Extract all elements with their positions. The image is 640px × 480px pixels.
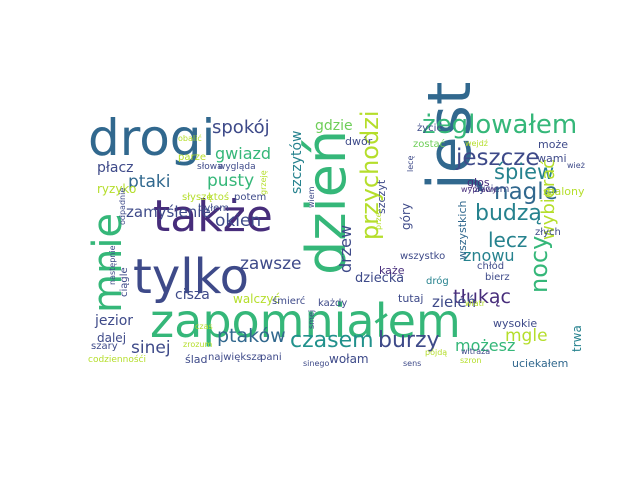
cloud-word: chłód xyxy=(477,261,505,272)
cloud-word: uciekałem xyxy=(512,357,569,370)
cloud-word: bierz xyxy=(485,272,510,283)
cloud-word: wołam xyxy=(329,352,369,366)
cloud-word: dalej xyxy=(97,331,127,345)
cloud-word: dróg xyxy=(426,276,449,287)
cloud-word: spokój xyxy=(212,117,270,138)
cloud-word: wysokie xyxy=(493,317,538,330)
cloud-word: nagle xyxy=(494,179,558,205)
cloud-word: możesz xyxy=(455,336,516,355)
cloud-word: złych xyxy=(535,227,561,238)
cloud-word: sens xyxy=(403,359,422,368)
cloud-word: góry xyxy=(399,203,413,230)
cloud-word: pójdą xyxy=(425,348,448,357)
cloud-word: gdzie xyxy=(315,118,353,134)
cloud-word: zostać xyxy=(413,139,446,150)
cloud-word: wież xyxy=(567,161,585,170)
cloud-word: wygląda xyxy=(218,162,256,172)
cloud-word: odpadnie xyxy=(118,187,127,225)
cloud-word: trwa xyxy=(570,325,584,352)
cloud-word: byłem xyxy=(198,203,230,214)
cloud-word: zawsze xyxy=(240,254,302,274)
cloud-word: szczytów xyxy=(289,130,305,194)
cloud-word: mgle xyxy=(505,326,548,346)
cloud-word: witraża xyxy=(461,347,491,356)
cloud-word: sinej xyxy=(131,338,171,358)
cloud-word: głos xyxy=(467,176,490,189)
cloud-word: zamyślenie xyxy=(126,203,211,221)
cloud-word: ryzyko xyxy=(97,182,137,196)
cloud-word: lecz xyxy=(488,228,528,252)
cloud-word: słowa xyxy=(197,162,223,172)
cloud-word: życiem xyxy=(474,184,510,195)
cloud-word: budzą xyxy=(475,201,542,226)
cloud-word: sinego xyxy=(303,359,330,368)
cloud-word: drzew xyxy=(336,224,355,273)
cloud-word: drogi xyxy=(88,109,216,167)
cloud-word: słyszę xyxy=(182,192,213,203)
cloud-word: potem xyxy=(234,192,267,203)
cloud-word: nocy xyxy=(525,235,553,293)
cloud-word: żeglowałem xyxy=(422,110,578,140)
cloud-word: ptaki xyxy=(128,172,171,192)
cloud-word: cisza xyxy=(175,287,210,303)
cloud-word: ciągle xyxy=(119,267,130,297)
cloud-word: pani xyxy=(260,352,282,363)
cloud-word: wszystko xyxy=(400,251,446,262)
cloud-word: wejdź xyxy=(465,139,488,148)
cloud-word: wiatr xyxy=(465,299,486,308)
cloud-word: ślad xyxy=(185,353,208,366)
cloud-word: zapomniałem xyxy=(150,294,461,348)
cloud-word: może xyxy=(538,138,568,151)
cloud-word: zieleń xyxy=(432,293,477,311)
cloud-word: śmierć xyxy=(272,296,306,307)
cloud-word: obalić xyxy=(178,134,202,143)
cloud-word: tłukąc xyxy=(453,286,511,308)
cloud-word: szalony xyxy=(543,185,585,198)
cloud-word: śpiew xyxy=(494,160,555,184)
cloud-word: tutaj xyxy=(398,292,424,305)
cloud-word: tylko xyxy=(133,249,250,305)
cloud-word: grzeję xyxy=(259,170,268,195)
cloud-word: jeszcze xyxy=(456,145,540,171)
cloud-word: największa xyxy=(208,352,263,363)
cloud-word: szron xyxy=(460,356,482,365)
cloud-word: ktoś xyxy=(208,192,230,203)
cloud-word: każdy xyxy=(318,298,348,309)
cloud-word: lecę xyxy=(406,155,415,172)
cloud-word: wiem xyxy=(307,186,316,208)
cloud-word: okien xyxy=(215,211,262,231)
cloud-word: zrozum xyxy=(183,340,213,349)
cloud-word: dziecka xyxy=(355,271,405,286)
cloud-word: parze xyxy=(178,152,206,163)
cloud-word: czasem xyxy=(290,328,374,353)
cloud-word: płacz xyxy=(97,160,134,176)
cloud-word: życie xyxy=(417,123,443,134)
cloud-word: jezior xyxy=(95,313,134,329)
cloud-word: wyprawy xyxy=(461,185,497,194)
cloud-word: dwór xyxy=(345,135,373,148)
cloud-word: także xyxy=(153,191,273,242)
cloud-word: gwiazd xyxy=(215,144,272,163)
cloud-word: szary xyxy=(91,341,118,352)
cloud-word: ptaków xyxy=(217,325,286,347)
cloud-word: walczyć xyxy=(233,292,281,306)
cloud-word: znowu xyxy=(463,246,515,265)
cloud-word: czas xyxy=(195,322,213,331)
cloud-word: przez xyxy=(374,208,383,230)
cloud-word: pusty xyxy=(207,171,255,191)
cloud-word: wszystkich xyxy=(456,200,469,260)
cloud-word: smej xyxy=(307,309,316,329)
cloud-word: wami xyxy=(537,152,567,165)
cloud-word: burzy xyxy=(378,328,440,353)
cloud-word: codziennośći xyxy=(88,355,146,365)
cloud-word: następnie xyxy=(108,245,117,286)
cloud-word: każe xyxy=(379,264,405,277)
